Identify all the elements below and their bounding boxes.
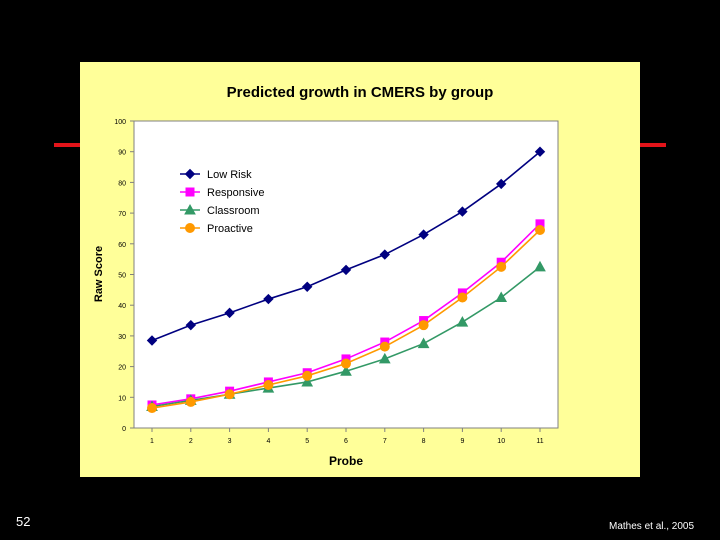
x-tick-label: 5 [305,438,309,445]
data-point-proactive [341,358,351,369]
data-point-low-risk [379,249,391,260]
legend-entry-proactive: Proactive [180,223,253,235]
slide-number: 52 [16,514,31,529]
legend-entry-low-risk: Low Risk [180,168,252,181]
data-point-proactive [302,370,313,381]
data-point-classroom [417,337,430,349]
y-tick-label: 40 [118,303,126,310]
data-point-proactive [147,403,157,414]
data-point-low-risk [185,319,197,331]
x-tick-label: 9 [460,438,464,445]
data-point-classroom [340,365,352,376]
legend-label: Classroom [207,205,260,217]
y-tick-label: 10 [118,395,126,402]
x-tick-label: 3 [228,438,232,445]
data-point-low-risk [457,206,468,217]
chart-title: Predicted growth in CMERS by group [227,84,494,101]
series-layer [146,146,546,414]
data-point-low-risk [340,264,352,276]
x-axis-label: Probe [329,454,363,468]
x-tick-label: 11 [536,438,543,445]
data-point-proactive [224,389,235,400]
x-tick-label: 6 [344,438,348,445]
y-tick-label: 90 [118,150,126,157]
data-point-proactive [185,396,196,407]
y-tick-label: 20 [118,365,126,372]
data-point-proactive [496,261,507,272]
y-tick-label: 30 [118,334,126,341]
series-low-risk [146,146,546,346]
legend-entry-responsive: Responsive [180,187,264,199]
chart-panel: Predicted growth in CMERS by group 0 10 20… [80,62,640,477]
data-point-classroom [456,316,469,327]
data-point-proactive [263,380,274,391]
data-point-low-risk [146,335,158,346]
y-tick-label: 0 [122,426,126,433]
data-point-classroom [378,352,391,364]
data-point-proactive [535,224,545,235]
y-tick-label: 100 [114,119,126,126]
legend-entry-classroom: Classroom [180,203,260,217]
series-proactive [147,224,545,414]
legend-label: Proactive [207,223,253,235]
data-point-low-risk [224,307,235,319]
title-rule-left [54,143,84,147]
legend-label: Responsive [207,187,264,199]
data-point-classroom [301,375,314,387]
legend-swatch-marker [185,223,195,233]
y-tick-label: 70 [118,211,126,218]
legend: Low Risk Responsive Classroom Proactive [180,168,264,235]
data-point-low-risk [418,229,429,240]
data-point-low-risk [301,281,313,292]
data-point-proactive [418,320,429,331]
x-tick-label: 4 [266,438,270,445]
x-axis: 1 2 3 4 5 6 7 8 9 10 11 [150,428,544,445]
x-tick-label: 2 [189,438,193,445]
y-tick-label: 80 [118,180,126,187]
x-tick-label: 7 [383,438,387,445]
data-point-low-risk [534,146,546,157]
data-point-proactive [379,341,390,352]
x-tick-label: 8 [422,438,426,445]
data-point-low-risk [263,293,274,305]
legend-swatch-marker [184,168,196,180]
data-point-proactive [457,292,468,303]
data-point-low-risk [495,178,507,190]
x-tick-label: 10 [497,438,505,445]
y-tick-label: 60 [118,242,126,249]
y-axis-label: Raw Score [93,246,105,302]
growth-line-chart: Predicted growth in CMERS by group 01020… [93,84,559,468]
legend-swatch-marker [184,203,196,215]
x-tick-label: 1 [150,438,154,445]
title-rule-right [636,143,666,147]
legend-swatch-marker [185,187,195,197]
citation: Mathes et al., 2005 [609,521,695,532]
data-point-classroom [495,291,508,303]
legend-label: Low Risk [207,169,252,181]
y-axis: 0 10 20 30 40 50 60 70 80 90 100 [114,119,134,433]
data-point-classroom [534,260,546,272]
y-tick-label: 50 [118,273,126,280]
